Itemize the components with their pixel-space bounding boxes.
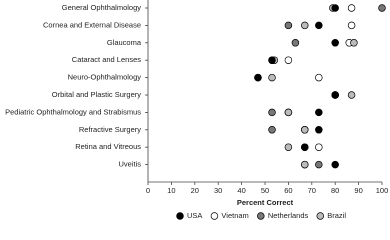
legend-marker — [176, 212, 184, 220]
dot — [284, 143, 293, 151]
dot — [378, 4, 386, 12]
legend-label: Brazil — [327, 211, 346, 220]
legend-marker — [316, 212, 325, 220]
dot — [350, 39, 358, 47]
dot — [291, 39, 300, 47]
y-tick-label: Cornea and External Disease — [43, 20, 141, 29]
x-tick-label: 40 — [237, 186, 245, 195]
y-tick-label: Neuro-Ophthalmology — [68, 73, 142, 82]
y-tick-label: General Ophthalmology — [62, 3, 141, 12]
y-tick-label: Glaucoma — [107, 38, 142, 47]
dot — [268, 126, 276, 134]
dot — [284, 21, 293, 30]
x-tick-label: 30 — [214, 186, 222, 195]
x-tick-label: 100 — [376, 186, 389, 195]
dot — [268, 73, 276, 82]
dot — [315, 73, 323, 82]
y-tick-label: Pediatric Ophthalmology and Strabismus — [5, 107, 141, 116]
y-tick-label: Cataract and Lenses — [72, 55, 141, 64]
x-tick-label: 10 — [167, 186, 175, 195]
x-tick-label: 90 — [354, 186, 362, 195]
x-tick-label: 60 — [284, 186, 292, 195]
legend-label: USA — [187, 211, 202, 220]
dot — [301, 160, 309, 169]
x-tick-label: 70 — [308, 186, 316, 195]
y-tick-label: Uveitis — [118, 160, 141, 169]
dot — [315, 160, 323, 169]
x-tick-label: 80 — [331, 186, 339, 195]
dot — [331, 91, 339, 99]
dot — [347, 21, 356, 30]
legend-marker — [257, 212, 265, 220]
x-tick-label: 20 — [191, 186, 199, 195]
y-tick-label: Refractive Surgery — [79, 125, 141, 134]
dot — [301, 143, 309, 151]
legend-marker — [210, 212, 219, 220]
chart: Percent Correct 0 10 20 30 40 50 60 70 80 90 100 Ge… — [5, 0, 389, 220]
dot — [315, 126, 323, 134]
dot — [301, 21, 309, 30]
dot — [347, 91, 356, 99]
dot — [315, 108, 323, 117]
dot — [301, 126, 309, 134]
y-tick-label: Orbital and Plastic Surgery — [52, 90, 141, 99]
dot — [268, 108, 276, 117]
dot — [331, 160, 339, 169]
y-tick-label: Retina and Vitreous — [75, 142, 141, 151]
legend-label: Netherlands — [268, 211, 309, 220]
dot — [331, 4, 339, 12]
x-tick-label: 50 — [261, 186, 269, 195]
dot — [284, 108, 293, 117]
dot — [347, 4, 356, 12]
x-tick-label: 0 — [146, 186, 150, 195]
dot — [315, 21, 323, 30]
legend-label: Vietnam — [221, 211, 248, 220]
dot — [268, 56, 276, 64]
x-axis-label: Percent Correct — [237, 198, 294, 207]
dot — [331, 39, 339, 47]
dot — [315, 143, 323, 151]
dot — [254, 73, 262, 82]
dot — [284, 56, 293, 64]
